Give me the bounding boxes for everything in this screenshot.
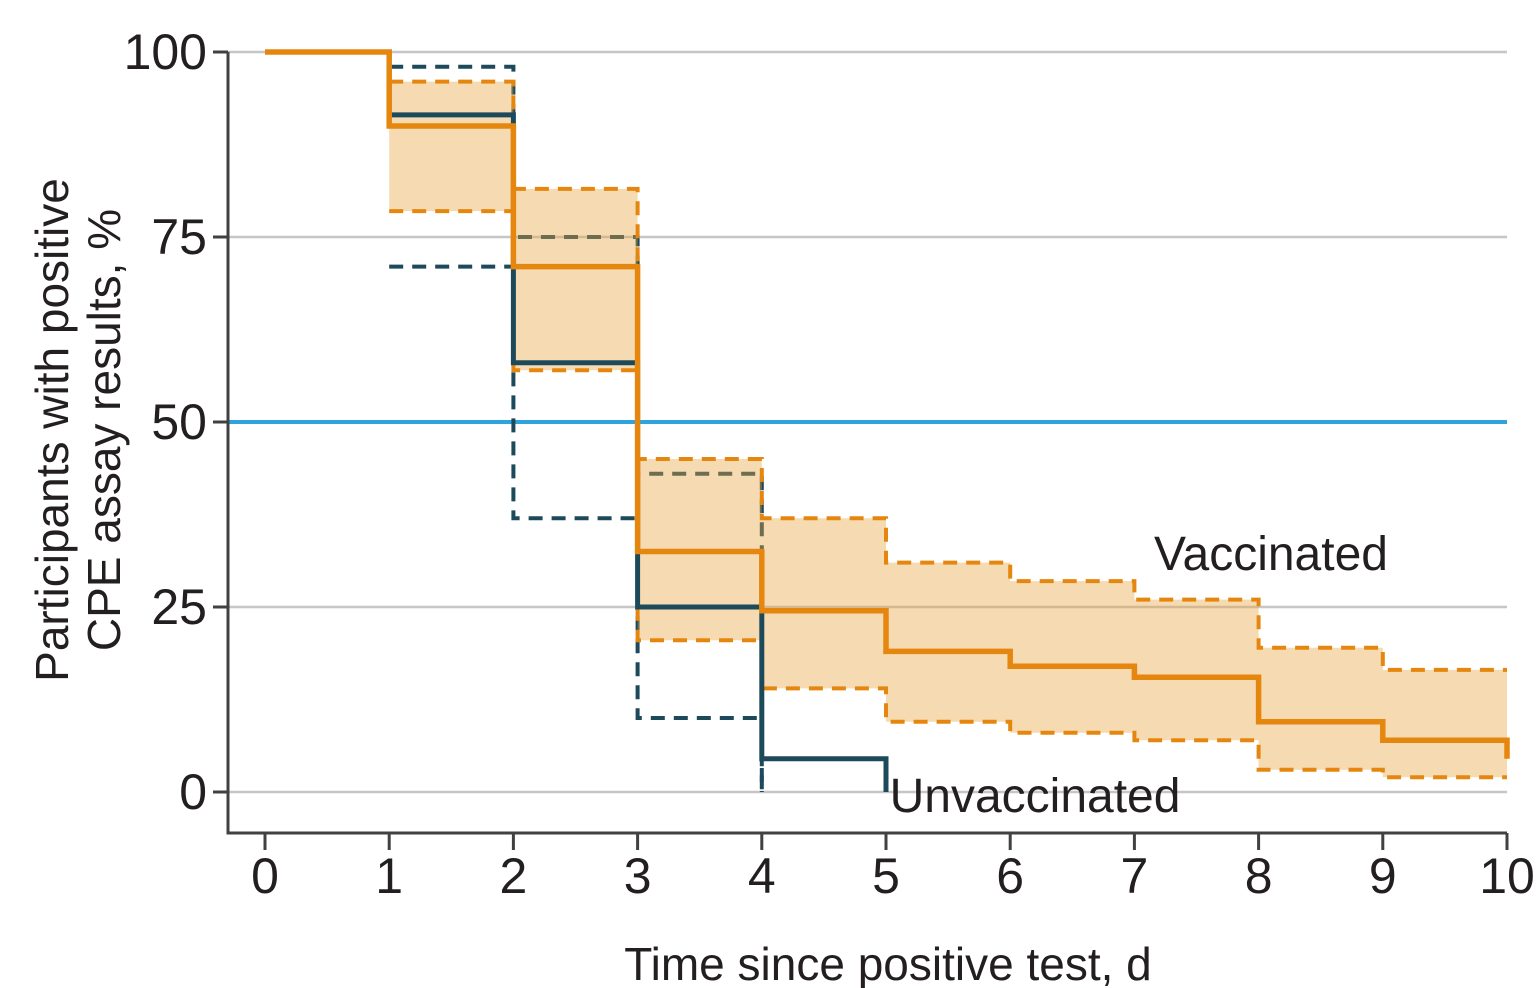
x-tick-label-7: 7 xyxy=(1120,848,1148,904)
series-vaccinated-95-ci-upper xyxy=(389,79,1507,672)
x-axis-title: Time since positive test, d xyxy=(624,938,1152,988)
x-tick-labels: 0 1 2 3 4 5 6 7 8 9 10 xyxy=(251,848,1535,904)
x-tick-label-4: 4 xyxy=(748,848,776,904)
series-label-vaccinated: Vaccinated xyxy=(1154,528,1388,581)
y-tick-label-0: 0 xyxy=(179,764,207,820)
vaccinated-ci-curves xyxy=(389,79,1507,780)
x-tick-label-5: 5 xyxy=(872,848,900,904)
y-tick-label-50: 50 xyxy=(151,394,207,450)
y-tick-label-25: 25 xyxy=(151,579,207,635)
x-tick-label-3: 3 xyxy=(624,848,652,904)
x-tick-label-8: 8 xyxy=(1245,848,1273,904)
series-label-unvaccinated: Unvaccinated xyxy=(890,770,1181,823)
x-tick-label-0: 0 xyxy=(251,848,279,904)
y-tick-label-100: 100 xyxy=(124,24,207,80)
y-tick-labels: 0 25 50 75 100 xyxy=(124,24,207,820)
y-tick-label-75: 75 xyxy=(151,209,207,265)
x-tick-label-9: 9 xyxy=(1369,848,1397,904)
y-axis-title-line1: Participants with positive xyxy=(26,178,78,682)
survival-curves xyxy=(265,49,1510,792)
axis-lines xyxy=(226,52,1507,835)
x-tick-label-2: 2 xyxy=(499,848,527,904)
vaccinated-ci-band-fill xyxy=(389,81,1508,778)
y-axis-title-line2: CPE assay results, % xyxy=(78,209,130,651)
x-tick-label-6: 6 xyxy=(996,848,1024,904)
x-tick-label-10: 10 xyxy=(1479,848,1535,904)
vaccinated-ci-band xyxy=(389,81,1508,778)
x-tick-label-1: 1 xyxy=(375,848,403,904)
series-vaccinated-95-ci-lower xyxy=(389,209,1507,780)
axes xyxy=(213,50,1509,850)
series-vaccinated xyxy=(265,49,1510,759)
